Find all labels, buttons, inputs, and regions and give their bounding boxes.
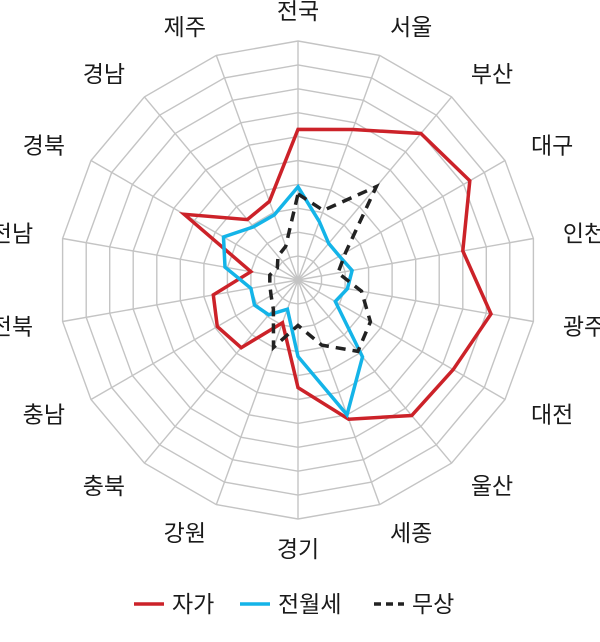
axis-label: 울산 — [471, 474, 513, 500]
axis-label: 경남 — [83, 62, 125, 88]
legend-item-free: 무상 — [374, 592, 454, 618]
axis-spoke — [62, 237, 299, 281]
axis-spoke — [90, 159, 299, 281]
axis-label: 강원 — [164, 521, 206, 547]
series-line-0 — [178, 127, 493, 421]
axis-spoke — [297, 55, 381, 281]
axis-spoke — [297, 279, 453, 464]
legend-label-owner: 자가 — [172, 592, 214, 618]
legend-label-free: 무상 — [412, 592, 454, 618]
axis-label: 부산 — [471, 62, 513, 88]
axis-label: 충북 — [83, 474, 125, 500]
axis-label: 제주 — [164, 15, 206, 41]
axis-label: 충남 — [23, 403, 65, 429]
legend-label-rent: 전월세 — [278, 592, 341, 618]
axis-spoke — [297, 279, 381, 505]
axis-spoke — [90, 279, 299, 401]
radar-grid — [61, 40, 535, 520]
legend: 자가 전월세 무상 — [134, 592, 454, 618]
axis-spoke — [297, 237, 534, 281]
axis-spoke — [297, 279, 534, 323]
axis-spoke — [215, 55, 299, 281]
axis-label: 경기 — [277, 537, 319, 563]
axis-label: 전북 — [0, 315, 33, 341]
legend-item-rent: 전월세 — [240, 592, 341, 618]
axis-spoke — [215, 279, 299, 505]
axis-label: 대구 — [531, 134, 573, 160]
axis-label: 경북 — [23, 134, 65, 160]
axis-label: 세종 — [390, 521, 432, 547]
axis-label: 전국 — [277, 0, 319, 25]
axis-label: 대전 — [531, 403, 573, 429]
series-layer — [178, 127, 493, 421]
series-line-1 — [221, 183, 365, 419]
axis-label: 인천 — [563, 221, 600, 247]
series-line-2 — [268, 183, 380, 354]
axis-label: 서울 — [390, 15, 432, 41]
axis-label: 광주 — [563, 315, 600, 341]
axis-label: 전남 — [0, 221, 33, 247]
axis-spoke — [62, 279, 299, 323]
axis-spoke — [143, 96, 299, 281]
legend-item-owner: 자가 — [134, 592, 214, 618]
axis-spoke — [297, 279, 506, 401]
